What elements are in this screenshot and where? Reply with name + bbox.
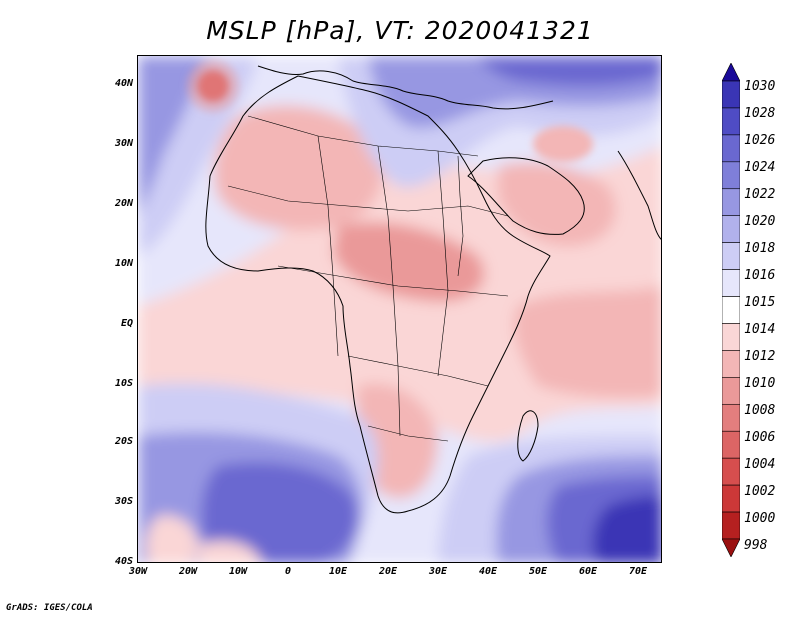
persian-gulf-low [533,126,593,162]
y-label-20n: 20N [114,198,133,209]
colorbar-segment [722,188,740,217]
colorbar-label-1014: 1014 [744,322,776,337]
sahara-low [214,105,383,230]
arabia-coastline [467,157,585,235]
colorbar-label-1012: 1012 [744,349,776,364]
south-atlantic-high-core [201,462,358,562]
colorbar-segment [722,80,740,109]
grads-credit: GrADS: IGES/COLA [6,603,93,613]
colorbar-segment [722,215,740,243]
y-label-30n: 30N [114,138,133,149]
x-label-70e: 70E [628,566,648,577]
india-coastline [617,150,661,240]
southern-low-patch-1 [145,515,198,562]
x-label-20w: 20W [178,566,198,577]
border-vertical-2 [377,145,401,437]
y-label-30s: 30S [114,496,133,507]
colorbar-label-1016: 1016 [744,268,776,283]
indian-ocean-low [514,286,661,398]
x-label-0: 0 [284,566,292,577]
country-borders [227,115,509,442]
y-label-10s: 10S [114,378,133,389]
x-label-40e: 40E [478,566,498,577]
colorbar-bottom-arrow [722,538,740,557]
y-label-40s: 40S [114,556,133,567]
central-africa-low [333,222,485,302]
colorbar-label-1008: 1008 [744,403,776,418]
y-label-10n: 10N [114,258,133,269]
colorbar-label-1024: 1024 [744,160,776,175]
colorbar-segment [722,484,740,513]
x-label-10w: 10W [228,566,248,577]
southern-low-patch-2 [198,540,262,562]
border-vertical-3 [437,150,449,377]
map-canvas [138,56,661,562]
y-label-20s: 20S [114,436,133,447]
colorbar-label-1030: 1030 [744,79,776,94]
colorbar-label-1000: 1000 [744,511,776,526]
south-indian-high-center [592,496,661,562]
colorbar-segment [722,161,740,190]
colorbar-segment [722,350,740,378]
colorbar-top-arrow [722,63,740,82]
colorbar-label-1015: 1015 [744,295,776,310]
x-label-10e: 10E [328,566,348,577]
colorbar-segment [722,457,740,486]
y-label-eq: EQ [120,318,133,329]
europe-coastline [257,65,554,110]
colorbar-label-1020: 1020 [744,214,776,229]
colorbar-segment [722,511,740,540]
eastern-europe-high [478,56,661,86]
x-label-30w: 30W [128,566,148,577]
colorbar-label-1010: 1010 [744,376,776,391]
arabian-low [498,162,616,246]
colorbar-label-1004: 1004 [744,457,776,472]
colorbar-segment [722,269,740,297]
canary-low-ring [187,60,239,112]
colorbar-label-1022: 1022 [744,187,776,202]
colorbar-label-1026: 1026 [744,133,776,148]
colorbar-label-1018: 1018 [744,241,776,256]
colorbar-segment [722,107,740,136]
colorbar-label-1002: 1002 [744,484,776,499]
colorbar-segment [722,430,740,459]
border-sahel [227,185,509,217]
border-vertical-1 [317,135,339,357]
colorbar-segment [722,403,740,432]
africa-coastline [205,75,551,514]
border-south-2 [367,425,449,442]
colorbar-segment [722,323,740,351]
colorbar [722,63,740,557]
colorbar-segment [722,377,740,405]
coastlines [205,65,661,514]
pressure-map [137,55,662,563]
colorbar-segment [722,134,740,163]
x-label-60e: 60E [578,566,598,577]
x-label-30e: 30E [428,566,448,577]
nile-river [457,155,464,277]
y-label-40n: 40N [114,78,133,89]
madagascar-coastline [517,410,539,462]
colorbar-label-1028: 1028 [744,106,776,121]
chart-title: MSLP [hPa], VT: 2020041321 [206,16,594,45]
border-south [347,355,489,387]
colorbar-label-1006: 1006 [744,430,776,445]
colorbar-segment [722,242,740,270]
border-central [277,265,509,297]
x-label-20e: 20E [378,566,398,577]
colorbar-segment [722,296,740,324]
colorbar-label-998: 998 [744,538,768,553]
x-label-50e: 50E [528,566,548,577]
